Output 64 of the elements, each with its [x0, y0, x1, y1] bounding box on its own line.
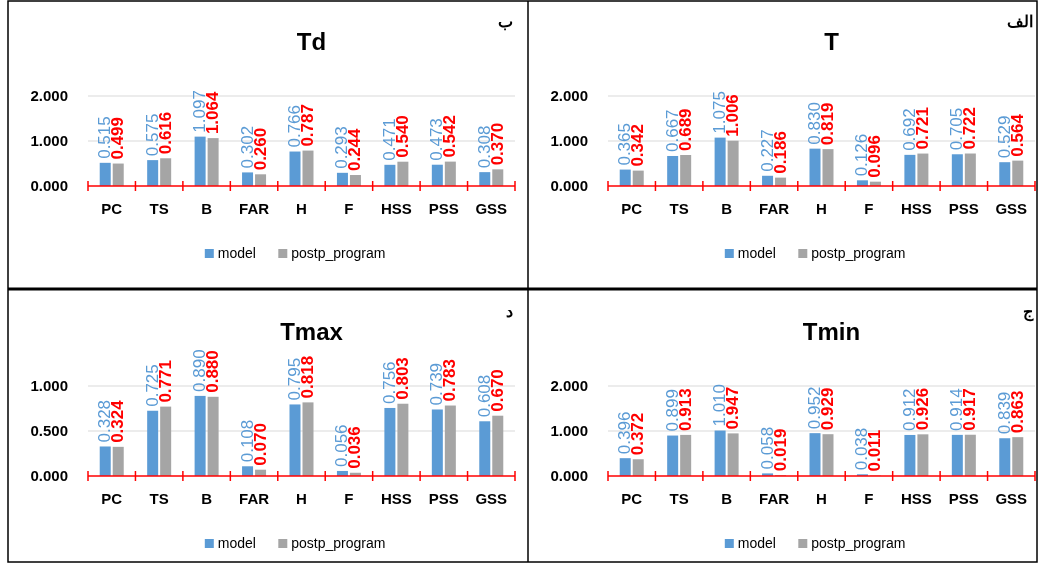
legend-label: model: [737, 535, 776, 551]
x-tick-label: H: [816, 490, 827, 507]
x-tick-label: GSS: [475, 490, 508, 507]
y-tick-label: 1.000: [550, 132, 588, 149]
chart-title: Td: [296, 28, 327, 55]
legend-label: postp_program: [291, 245, 386, 261]
x-tick-label: F: [864, 200, 874, 217]
x-tick-label: TS: [149, 490, 169, 507]
y-tick-label: 1.000: [30, 377, 68, 394]
x-tick-label: B: [721, 200, 733, 217]
text: الف: [1007, 13, 1033, 30]
chart-title: T: [824, 28, 840, 55]
x-tick-label: PSS: [948, 490, 979, 507]
legend-label: model: [217, 245, 256, 261]
legend-label: postp_program: [811, 535, 906, 551]
y-tick-label: 0.000: [550, 177, 588, 194]
x-tick-label: B: [201, 200, 213, 217]
x-tick-label: B: [201, 490, 213, 507]
x-tick-label: FAR: [759, 200, 790, 217]
chart-title: Tmax: [280, 318, 344, 345]
x-tick-label: HSS: [900, 490, 932, 507]
x-tick-label: H: [816, 200, 827, 217]
text: ج: [1023, 303, 1034, 322]
x-tick-label: HSS: [380, 200, 412, 217]
x-tick-label: TS: [669, 490, 689, 507]
chart-title: Tmin: [802, 318, 861, 345]
x-tick-label: PSS: [428, 200, 459, 217]
x-tick-label: H: [296, 200, 307, 217]
text: د: [506, 303, 513, 320]
x-tick-label: H: [296, 490, 307, 507]
legend-label: model: [737, 245, 776, 261]
x-tick-label: PC: [101, 490, 123, 507]
y-tick-label: 2.000: [550, 87, 588, 104]
x-tick-label: TS: [669, 200, 689, 217]
x-tick-label: F: [344, 490, 354, 507]
x-tick-label: HSS: [900, 200, 932, 217]
x-tick-label: F: [344, 200, 354, 217]
legend-label: model: [217, 535, 256, 551]
x-tick-label: GSS: [995, 490, 1028, 507]
x-tick-label: PSS: [948, 200, 979, 217]
y-tick-label: 0.000: [550, 467, 588, 484]
legend-label: postp_program: [811, 245, 906, 261]
x-tick-label: PC: [621, 200, 643, 217]
x-tick-label: GSS: [995, 200, 1028, 217]
y-tick-label: 2.000: [550, 377, 588, 394]
x-tick-label: FAR: [239, 490, 270, 507]
x-tick-label: GSS: [475, 200, 508, 217]
y-tick-label: 1.000: [30, 132, 68, 149]
y-tick-label: 1.000: [550, 422, 588, 439]
x-tick-label: TS: [149, 200, 169, 217]
y-tick-label: 0.000: [30, 467, 68, 484]
y-tick-label: 0.000: [30, 177, 68, 194]
y-tick-label: 0.500: [30, 422, 68, 439]
y-tick-label: 2.000: [30, 87, 68, 104]
x-tick-label: FAR: [759, 490, 790, 507]
x-tick-label: FAR: [239, 200, 270, 217]
x-tick-label: F: [864, 490, 874, 507]
text: ب: [498, 13, 513, 31]
x-tick-label: PSS: [428, 490, 459, 507]
x-tick-label: HSS: [380, 490, 412, 507]
legend-label: postp_program: [291, 535, 386, 551]
x-tick-label: PC: [101, 200, 123, 217]
x-tick-label: B: [721, 490, 733, 507]
x-tick-label: PC: [621, 490, 643, 507]
